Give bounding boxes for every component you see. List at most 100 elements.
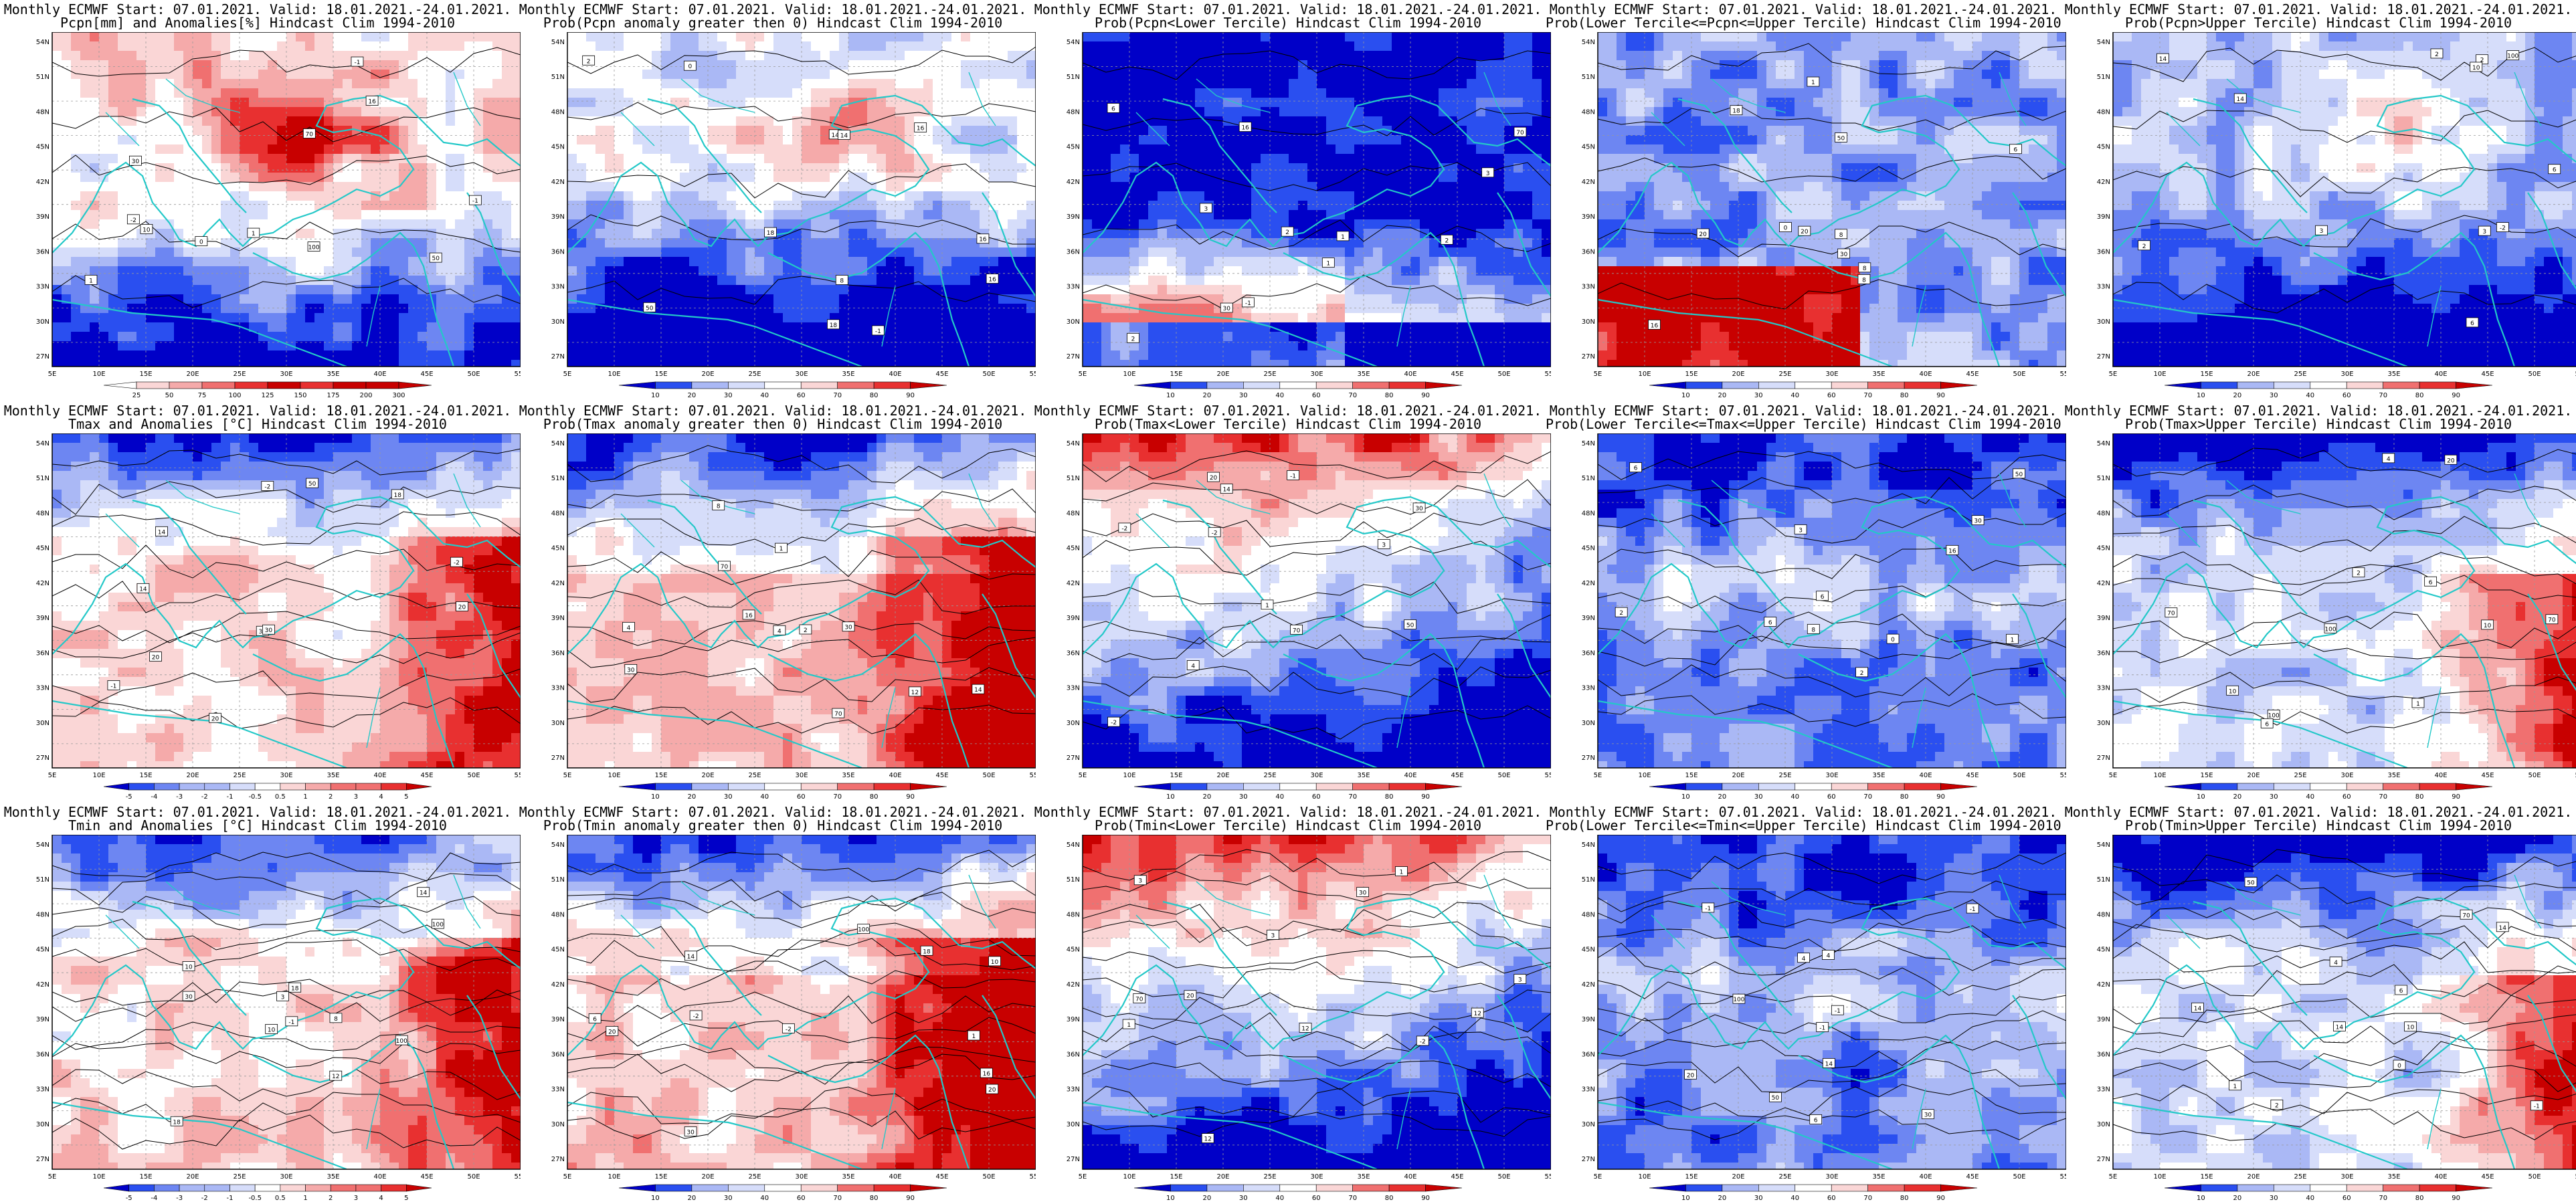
lat-tick-label: 27N bbox=[1582, 353, 1595, 361]
river-lines bbox=[105, 874, 481, 1150]
colorbar-segment bbox=[1133, 381, 1171, 389]
value-box: 70 bbox=[2165, 607, 2178, 618]
lat-tick-label: 30N bbox=[551, 720, 565, 727]
map-frame bbox=[2112, 834, 2576, 1170]
colorbar-segment bbox=[1206, 1184, 1244, 1192]
contour-lines bbox=[1083, 450, 1551, 740]
value-labels: 70 -2 -2 50 20 -1 3 14 30 4 1 -2 bbox=[1107, 470, 1426, 727]
colorbar-segment bbox=[1940, 381, 1978, 389]
lon-tick-label: 45E bbox=[1451, 371, 1463, 378]
value-box: 1 bbox=[247, 227, 260, 238]
panel-title-run: Monthly ECMWF Start: 07.01.2021. Valid: … bbox=[1030, 805, 1546, 819]
value-box: 2 bbox=[1127, 332, 1139, 343]
lat-tick-label: 51N bbox=[36, 475, 50, 482]
colorbar-segment bbox=[305, 1184, 331, 1192]
value-box: 2 bbox=[2270, 1099, 2284, 1110]
colorbar-tick-label: 80 bbox=[870, 1195, 879, 1201]
colorbar-segment bbox=[1940, 1184, 1978, 1192]
lon-tick-label: 30E bbox=[280, 371, 292, 378]
panel-title-run: Monthly ECMWF Start: 07.01.2021. Valid: … bbox=[515, 3, 1030, 16]
lon-tick-label: 25E bbox=[2294, 772, 2306, 779]
lon-tick-label: 45E bbox=[420, 371, 433, 378]
lon-tick-label: 40E bbox=[373, 371, 386, 378]
colorbar-segment bbox=[1243, 381, 1281, 389]
colorbar-segment bbox=[2201, 381, 2238, 389]
colorbar-segment bbox=[267, 381, 301, 389]
colorbar-tick-label: -5 bbox=[126, 793, 132, 800]
value-box: 4 bbox=[2382, 453, 2395, 464]
lat-tick-label: 54N bbox=[551, 440, 565, 447]
lat-tick-label: 51N bbox=[551, 74, 565, 81]
coastline bbox=[52, 94, 521, 367]
lon-tick-label: 55E bbox=[2575, 371, 2576, 378]
value-box: 2 bbox=[2138, 240, 2150, 251]
svg-text:8: 8 bbox=[840, 278, 844, 285]
lat-tick-label: 45N bbox=[551, 144, 565, 151]
value-box: 100 bbox=[2267, 710, 2280, 720]
value-box: 20 bbox=[2444, 454, 2458, 465]
svg-text:16: 16 bbox=[979, 237, 987, 243]
lat-tick-label: 27N bbox=[1067, 1156, 1080, 1163]
forecast-map: -1 6 14 -1 30 -1 50 4 4 -1 20 100 54N 51N 48N 45N 42N 39N… bbox=[1578, 834, 2073, 1188]
value-box: 30 bbox=[684, 1126, 697, 1136]
colorbar-segment bbox=[1133, 1184, 1171, 1192]
colorbar-tick-label: 40 bbox=[2306, 1195, 2314, 1201]
colorbar-segment bbox=[154, 783, 180, 791]
colorbar-segment bbox=[837, 381, 875, 389]
lon-tick-label: 35E bbox=[1357, 772, 1370, 779]
lon-tick-label: 30E bbox=[2340, 1173, 2353, 1181]
value-box: 70 bbox=[2460, 909, 2473, 920]
lon-tick-label: 30E bbox=[1825, 1173, 1838, 1181]
colorbar-tick-label: 10 bbox=[1681, 1195, 1690, 1201]
value-labels: -1 6 14 -1 30 -1 50 4 4 -1 20 100 bbox=[1684, 902, 1979, 1124]
value-box: 70 bbox=[302, 128, 316, 138]
lat-tick-label: 42N bbox=[36, 179, 50, 186]
lon-tick-label: 25E bbox=[233, 371, 246, 378]
value-box: 12 bbox=[329, 1070, 343, 1081]
colorbar-segment bbox=[229, 1184, 256, 1192]
river-lines bbox=[105, 473, 481, 748]
value-box: -1 bbox=[1831, 1005, 1844, 1015]
colorbar-segment bbox=[1649, 783, 1686, 791]
lon-tick-label: 25E bbox=[233, 1173, 246, 1181]
lon-tick-label: 45E bbox=[1451, 772, 1463, 779]
lat-tick-label: 48N bbox=[2097, 510, 2110, 517]
colorbar-tick-label: 40 bbox=[1790, 793, 1799, 800]
shaded-field bbox=[567, 32, 1036, 367]
lon-tick-label: 5E bbox=[1079, 772, 1087, 779]
colorbar-segment bbox=[2274, 1184, 2311, 1192]
colorbar-tick-label: 5 bbox=[404, 793, 408, 800]
svg-text:2: 2 bbox=[587, 58, 591, 65]
lat-tick-label: 27N bbox=[1067, 353, 1080, 361]
lat-tick-label: 30N bbox=[36, 720, 50, 727]
shaded-field bbox=[1598, 433, 2066, 768]
lat-tick-label: 42N bbox=[551, 981, 565, 989]
lat-tick-label: 45N bbox=[36, 144, 50, 151]
lat-tick-label: 42N bbox=[1067, 981, 1080, 989]
colorbar-segment bbox=[204, 1184, 230, 1192]
panel-title-run: Monthly ECMWF Start: 07.01.2021. Valid: … bbox=[2061, 805, 2576, 819]
colorbar-tick-label: 40 bbox=[1275, 793, 1284, 800]
map-svg: 70 -2 -2 50 20 -1 3 14 30 4 1 -2 54N 51N 48N 45N 42N 39N 3… bbox=[1067, 433, 1558, 779]
lat-tick-label: 36N bbox=[1582, 248, 1595, 256]
value-box: 2 bbox=[2430, 48, 2444, 59]
lon-tick-label: 50E bbox=[982, 772, 995, 779]
colorbar-segment bbox=[280, 1184, 306, 1192]
contour-lines bbox=[52, 448, 521, 729]
lon-tick-label: 50E bbox=[467, 371, 480, 378]
colorbar-tick-label: 20 bbox=[2233, 1195, 2242, 1201]
svg-text:18: 18 bbox=[830, 322, 838, 329]
colorbar-segment bbox=[381, 1184, 407, 1192]
lon-tick-label: 35E bbox=[2387, 772, 2400, 779]
lon-tick-label: 15E bbox=[1685, 371, 1697, 378]
colorbar-segment bbox=[2237, 381, 2274, 389]
colorbar-tick-label: 70 bbox=[1348, 793, 1357, 800]
svg-text:18: 18 bbox=[767, 230, 775, 237]
lon-tick-label: 20E bbox=[701, 1173, 714, 1181]
lon-tick-label: 40E bbox=[1919, 772, 1932, 779]
lat-tick-label: 48N bbox=[36, 510, 50, 517]
colorbar: 25 50 75 100 125 150 175 200 300 bbox=[94, 381, 442, 401]
colorbar-segment bbox=[1243, 783, 1281, 791]
lon-tick-label: 50E bbox=[2528, 1173, 2541, 1181]
lon-tick-label: 20E bbox=[2247, 772, 2260, 779]
